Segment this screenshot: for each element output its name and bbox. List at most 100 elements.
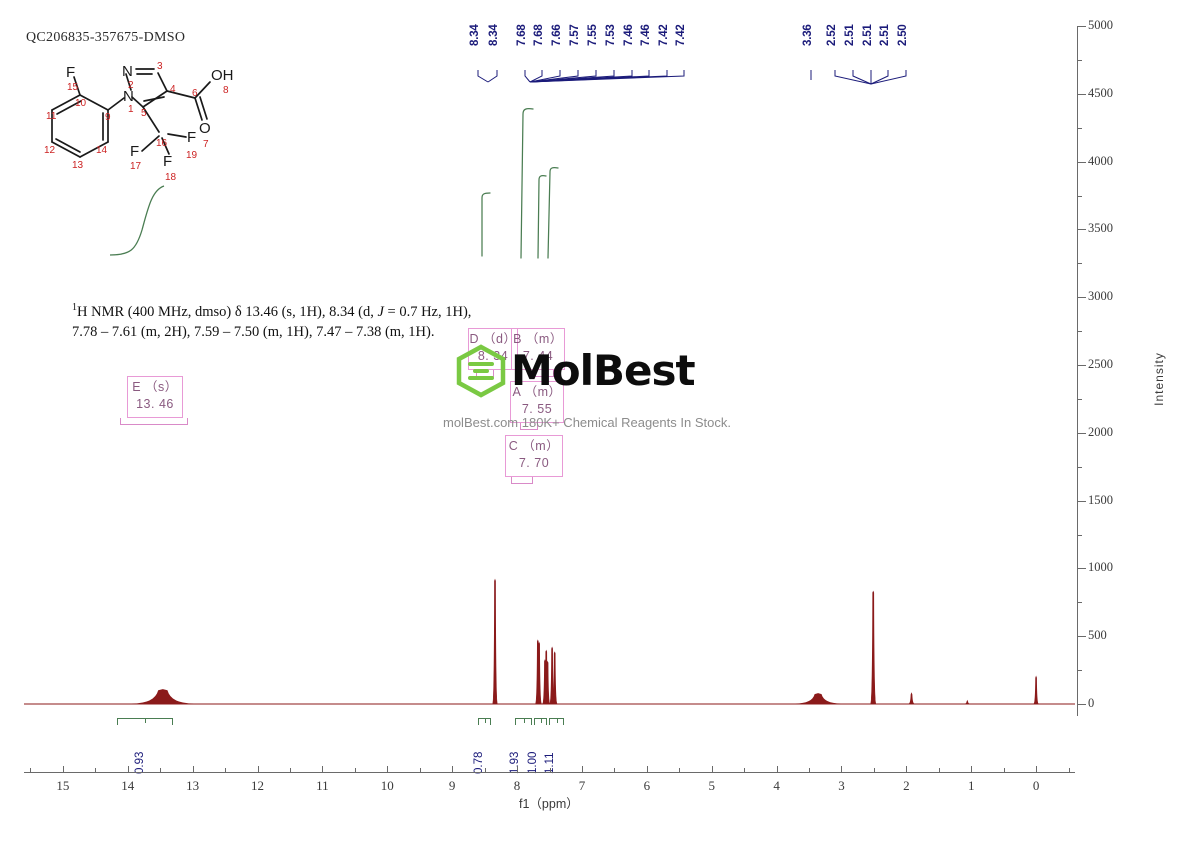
y-axis-tick-label: 4000 (1088, 153, 1113, 168)
nmr-text-line-2: 7.78 – 7.61 (m, 2H), 7.59 – 7.50 (m, 1H)… (72, 323, 435, 340)
nmr-assignment-text: 1H NMR (400 MHz, dmso) δ 13.46 (s, 1H), … (72, 298, 502, 342)
x-axis-tick-label: 5 (708, 778, 715, 793)
y-axis-tick (1078, 365, 1086, 366)
x-axis-minor-tick (1003, 768, 1005, 773)
y-axis-tick (1078, 704, 1086, 705)
atom-label-N1: N (123, 88, 134, 105)
trace-peaks-red (131, 578, 1039, 705)
y-axis-minor-tick (1078, 59, 1082, 61)
atom-number-16: 16 (156, 138, 168, 149)
atom-label-F18: F (163, 153, 172, 170)
y-axis-tick (1078, 636, 1086, 638)
x-axis-tick-label: 9 (448, 778, 456, 793)
x-axis-tick (517, 766, 519, 773)
x-axis-tick-label: 11 (316, 778, 329, 793)
y-axis-tick-label: 3500 (1088, 221, 1113, 236)
y-axis-tick-label: 500 (1088, 628, 1107, 643)
atom-number-18: 18 (165, 172, 177, 183)
y-axis-minor-tick (1078, 534, 1082, 536)
atom-number-19: 19 (186, 150, 198, 161)
x-axis-tick-label: 6 (643, 778, 651, 793)
y-axis-tick-label: 4500 (1088, 85, 1113, 100)
inset-integral-curve-4 (547, 167, 559, 259)
x-axis-tick (776, 766, 778, 773)
multiplet-range-tick (520, 423, 538, 430)
x-axis-minor-tick (30, 768, 32, 773)
x-axis-title: f1（ppm） (519, 797, 579, 811)
peak-label-group: 8.34 8.34 7.68 7.68 7.66 7.57 7.55 7.53 7.46 7.46… (0, 0, 1190, 90)
x-axis-tick (62, 766, 64, 773)
x-axis-minor-tick (744, 768, 746, 773)
atom-number-1: 1 (128, 104, 134, 115)
spectrum-peak (795, 693, 841, 705)
atom-number-11: 11 (46, 111, 57, 122)
x-axis-tick-label: 1 (967, 778, 975, 793)
atom-number-17: 17 (130, 161, 142, 172)
multiplet-box[interactable]: E （s） 13. 46 (127, 376, 183, 418)
atom-label-F17: F (130, 143, 139, 160)
multiplet-label: D （d） (469, 332, 517, 346)
x-axis-tick-label: 8 (513, 778, 521, 793)
y-axis-tick (1078, 500, 1086, 502)
spectrum-trace (24, 578, 1075, 705)
x-axis-minor-tick (679, 768, 681, 773)
x-axis-tick (906, 766, 908, 773)
y-axis-minor-tick (1078, 670, 1082, 672)
atom-label-F19: F (187, 129, 196, 146)
expanded-integral-inset (481, 108, 559, 259)
multiplet-label: A （m） (512, 385, 562, 399)
atom-label-F15: F (66, 64, 75, 81)
spectrum-peak (536, 641, 543, 705)
y-axis-minor-tick (1078, 466, 1082, 468)
x-axis-minor-tick (549, 768, 551, 773)
multiplet-box[interactable]: C （m） 7. 70 (505, 435, 563, 477)
multiplet-range-tick (120, 418, 188, 425)
atom-label-N2: N (122, 63, 133, 80)
integral-center-tick (523, 718, 525, 723)
x-axis-tick-label: 15 (56, 778, 70, 793)
x-axis-minor-tick (160, 768, 162, 773)
multiplet-box[interactable]: B （m） 7. 44 (511, 328, 565, 370)
nmr-superscript: 1 (72, 302, 77, 313)
atom-number-5: 5 (141, 108, 147, 119)
y-axis-tick (1078, 229, 1086, 231)
atom-number-6: 6 (192, 88, 198, 99)
nmr-line1-pre: H NMR (400 MHz, dmso) δ 13.46 (s, 1H), 8… (77, 303, 378, 320)
x-axis-tick (581, 766, 583, 773)
y-axis-tick-label: 2000 (1088, 424, 1113, 439)
x-axis-tick-label: 7 (578, 778, 586, 793)
x-axis-tick (127, 766, 129, 773)
x-axis-tick (1036, 766, 1038, 773)
x-axis-minor-tick (1068, 768, 1070, 773)
spectrum-peak (908, 692, 915, 705)
integral-group: 0.93 0.78 1.93 1.00 1.11 (0, 700, 1190, 780)
multiplet-box[interactable]: A （m） 7. 55 (510, 381, 564, 423)
atom-number-9: 9 (105, 112, 111, 123)
nmr-coupling-symbol: J (377, 303, 384, 320)
x-axis-tick (646, 766, 648, 773)
y-axis-tick-label: 1500 (1088, 492, 1113, 507)
integral-center-tick (145, 718, 146, 723)
atom-number-14: 14 (96, 145, 108, 156)
x-axis-tick-label: 10 (380, 778, 394, 793)
x-axis-tick-label: 4 (773, 778, 780, 793)
y-axis-minor-tick (1078, 331, 1082, 333)
multiplet-range-tick (511, 477, 533, 484)
inset-integral-curve-3 (537, 175, 547, 259)
atom-number-8: 8 (223, 85, 229, 96)
spectrum-peak (544, 660, 551, 705)
y-axis-minor-tick (1078, 398, 1082, 400)
x-axis-minor-tick (354, 768, 356, 773)
spectrum-peak (491, 578, 499, 705)
x-axis-tick (452, 766, 454, 773)
y-axis-tick (1078, 297, 1086, 299)
x-axis-minor-tick (95, 768, 97, 773)
peak-label-connectors (477, 70, 907, 85)
spectrum-peak (131, 689, 195, 705)
y-axis-minor-tick (1078, 602, 1082, 604)
nmr-line1-post: = 0.7 Hz, 1H), (383, 303, 472, 320)
multiplet-shift: 13. 46 (136, 397, 174, 411)
x-axis-minor-tick (938, 768, 940, 773)
nmr-text-line-1: 1H NMR (400 MHz, dmso) δ 13.46 (s, 1H), … (72, 298, 502, 322)
x-axis-tick-label: 12 (251, 778, 265, 793)
